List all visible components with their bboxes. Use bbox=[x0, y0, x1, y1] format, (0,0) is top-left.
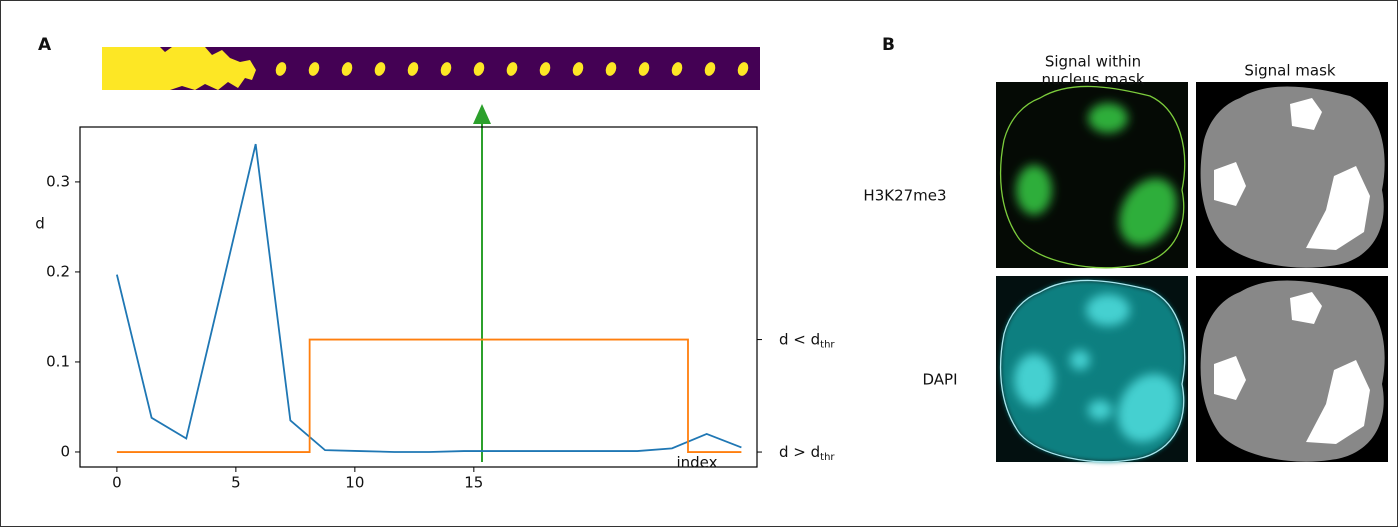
row-label: DAPI bbox=[922, 371, 957, 389]
y-tick-label: 0.1 bbox=[46, 352, 70, 370]
blob bbox=[638, 62, 650, 76]
blob bbox=[308, 62, 320, 76]
y-axis-label: d bbox=[35, 215, 45, 233]
y-tick-label: 0.3 bbox=[46, 172, 70, 190]
blob bbox=[671, 62, 683, 76]
label: d < d bbox=[779, 330, 820, 348]
blob bbox=[341, 62, 353, 76]
subscript: thr bbox=[820, 452, 835, 463]
blob bbox=[539, 62, 551, 76]
column-label: Signal mask bbox=[1244, 62, 1335, 80]
x-tick-label: 0 bbox=[112, 474, 122, 492]
subscript: thr bbox=[820, 340, 835, 351]
line bbox=[116, 338, 742, 453]
line bbox=[116, 143, 742, 453]
blob bbox=[572, 62, 584, 76]
y2-tick-label: d > dthr bbox=[779, 443, 835, 464]
row-label: H3K27me3 bbox=[863, 187, 946, 205]
panel-label: A bbox=[38, 35, 52, 55]
image-mask bbox=[1196, 82, 1388, 268]
blob bbox=[374, 62, 386, 76]
blob bbox=[407, 62, 419, 76]
blob bbox=[440, 62, 452, 76]
blob bbox=[704, 62, 716, 76]
label: d > d bbox=[779, 443, 820, 461]
panel-label: B bbox=[882, 35, 895, 55]
column-label: Signal within bbox=[1045, 53, 1141, 71]
y-tick-label: 0 bbox=[60, 442, 70, 460]
arrow-head bbox=[473, 104, 491, 124]
plot-frame bbox=[79, 126, 758, 468]
image-dapi bbox=[996, 276, 1188, 463]
x-tick-label: 15 bbox=[464, 474, 483, 492]
image-mask bbox=[1196, 276, 1388, 462]
blob bbox=[506, 62, 518, 76]
image-h3k27me3 bbox=[996, 82, 1188, 269]
x-axis-label: index bbox=[676, 454, 717, 472]
blob bbox=[275, 62, 287, 76]
blob bbox=[605, 62, 617, 76]
y-tick-label: 0.2 bbox=[46, 262, 70, 280]
x-tick-label: 5 bbox=[231, 474, 241, 492]
blob bbox=[473, 62, 485, 76]
blob bbox=[737, 62, 749, 76]
y2-tick-label: d < dthr bbox=[779, 330, 835, 351]
image-strip bbox=[102, 47, 760, 90]
x-tick-label: 10 bbox=[345, 474, 364, 492]
column-label: nucleus mask bbox=[1041, 71, 1144, 89]
